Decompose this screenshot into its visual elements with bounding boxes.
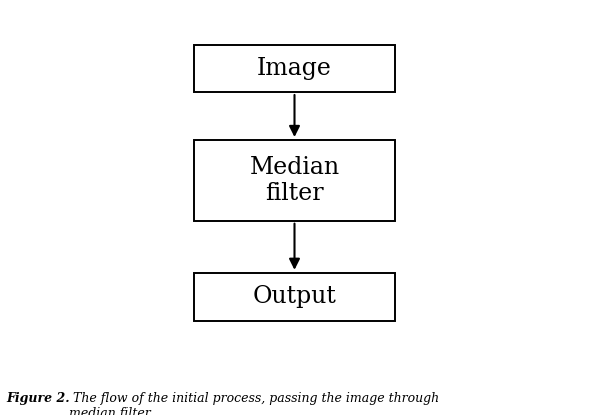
Text: Median
filter: Median filter [249,156,340,205]
FancyBboxPatch shape [194,44,395,93]
Text: Output: Output [253,285,336,308]
Text: Image: Image [257,57,332,80]
FancyBboxPatch shape [194,273,395,320]
FancyBboxPatch shape [194,140,395,221]
Text: Figure 2.: Figure 2. [6,392,70,405]
Text: The flow of the initial process, passing the image through
median filter.: The flow of the initial process, passing… [69,392,439,415]
